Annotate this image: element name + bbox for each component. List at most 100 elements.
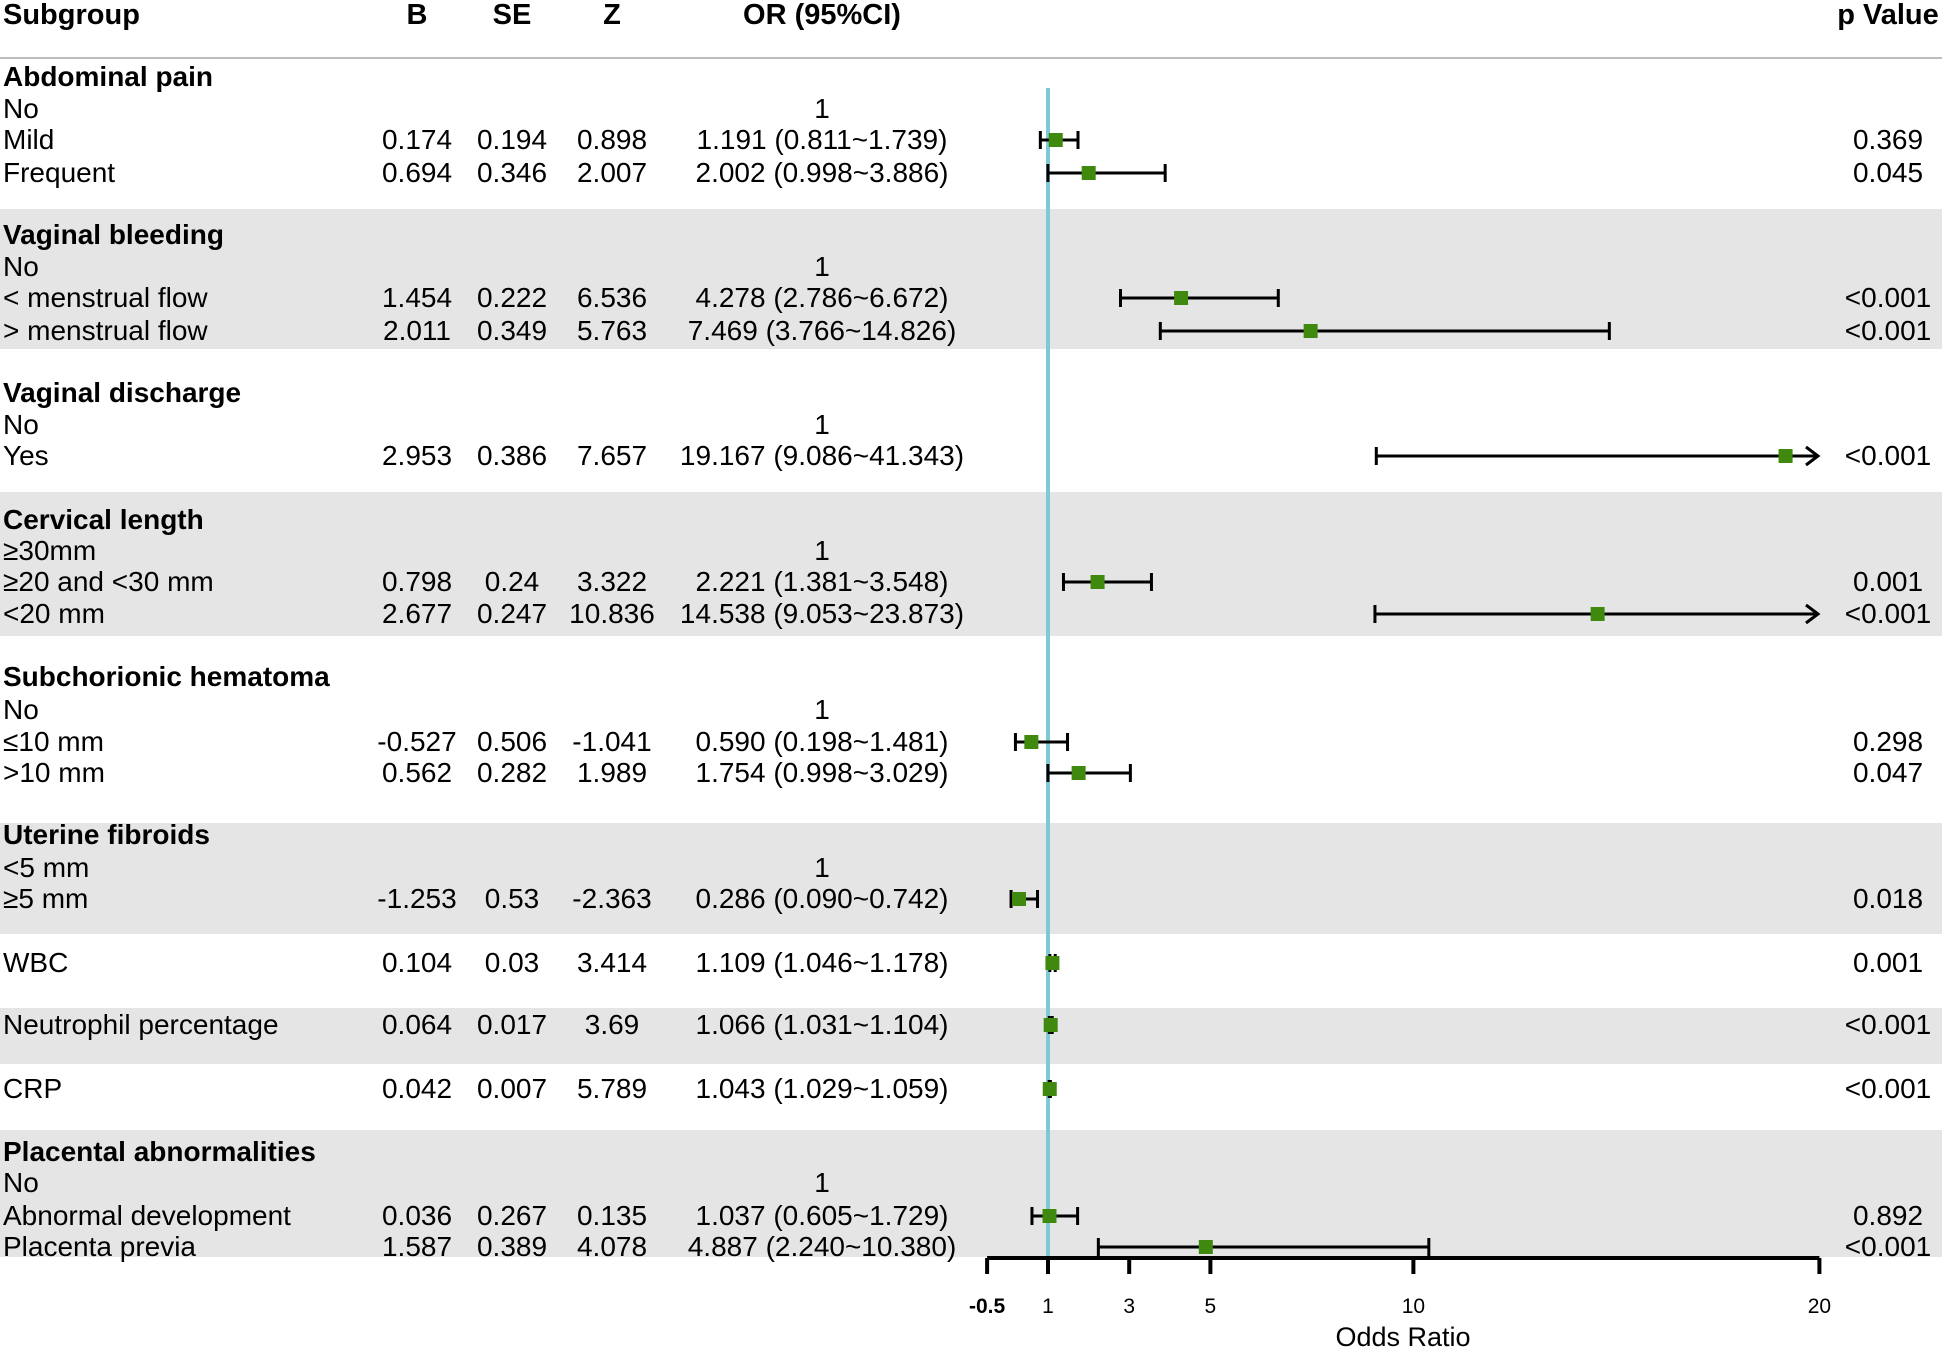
cell-or: 1.191 (0.811~1.739) bbox=[696, 124, 948, 155]
cell-p-value: <0.001 bbox=[1844, 1073, 1932, 1104]
cell-se: 0.349 bbox=[476, 315, 548, 346]
cell-or: 19.167 (9.086~41.343) bbox=[679, 440, 965, 471]
cell-or: 1 bbox=[814, 251, 830, 282]
cell-z: 5.789 bbox=[576, 1073, 648, 1104]
cell-or: 1.754 (0.998~3.029) bbox=[695, 757, 949, 788]
or-point-marker bbox=[1048, 133, 1063, 147]
cell-or: 1 bbox=[814, 93, 830, 124]
cell-p-value: 0.001 bbox=[1852, 566, 1924, 597]
cell-or: 0.286 (0.090~0.742) bbox=[695, 883, 949, 914]
band-placental bbox=[0, 1130, 1942, 1257]
cell-z: -1.041 bbox=[572, 726, 652, 757]
cell-b: 0.562 bbox=[381, 757, 453, 788]
header-p-value: p Value bbox=[1837, 0, 1939, 31]
cell-p-value: 0.298 bbox=[1852, 726, 1924, 757]
band-uterine-fibroids bbox=[0, 823, 1942, 934]
cell-b: 0.042 bbox=[381, 1073, 453, 1104]
row-label: <20 mm bbox=[3, 598, 105, 629]
cell-p-value: 0.001 bbox=[1852, 947, 1924, 978]
cell-se: 0.53 bbox=[484, 883, 540, 914]
cell-se: 0.247 bbox=[476, 598, 548, 629]
group-label: Cervical length bbox=[3, 504, 204, 535]
header-z: Z bbox=[603, 0, 621, 31]
cell-b: -1.253 bbox=[377, 883, 457, 914]
cell-b: 2.953 bbox=[381, 440, 453, 471]
row-label: No bbox=[3, 93, 39, 124]
row-label: No bbox=[3, 409, 39, 440]
header-or: OR (95%CI) bbox=[743, 0, 901, 31]
row-label: < menstrual flow bbox=[3, 282, 208, 313]
cell-or: 1.037 (0.605~1.729) bbox=[695, 1200, 949, 1231]
cell-b: 0.036 bbox=[381, 1200, 453, 1231]
cell-se: 0.017 bbox=[476, 1009, 548, 1040]
cell-b: 0.064 bbox=[381, 1009, 453, 1040]
header-se: SE bbox=[492, 0, 532, 31]
cell-or: 1 bbox=[814, 694, 830, 725]
cell-se: 0.386 bbox=[476, 440, 548, 471]
cell-or: 2.002 (0.998~3.886) bbox=[695, 157, 949, 188]
cell-z: 3.322 bbox=[576, 566, 648, 597]
cell-p-value: 0.047 bbox=[1852, 757, 1924, 788]
or-point-marker bbox=[1081, 166, 1096, 180]
cell-se: 0.03 bbox=[484, 947, 540, 978]
row-label: > menstrual flow bbox=[3, 315, 208, 346]
cell-b: 0.104 bbox=[381, 947, 453, 978]
group-label: Vaginal discharge bbox=[3, 377, 242, 408]
cell-p-value: 0.045 bbox=[1852, 157, 1924, 188]
cell-p-value: <0.001 bbox=[1844, 282, 1932, 313]
cell-b: -0.527 bbox=[377, 726, 457, 757]
cell-b: 1.587 bbox=[381, 1231, 453, 1262]
x-tick-label: -0.5 bbox=[969, 1295, 1006, 1318]
or-point-marker bbox=[1071, 766, 1086, 780]
row-label: WBC bbox=[3, 947, 69, 978]
or-point-marker bbox=[1024, 735, 1039, 749]
cell-p-value: <0.001 bbox=[1844, 315, 1932, 346]
header-subgroup: Subgroup bbox=[3, 0, 140, 31]
cell-se: 0.346 bbox=[476, 157, 548, 188]
cell-se: 0.506 bbox=[476, 726, 548, 757]
cell-or: 0.590 (0.198~1.481) bbox=[695, 726, 949, 757]
cell-or: 1 bbox=[814, 409, 830, 440]
or-point-marker bbox=[1198, 1240, 1213, 1254]
row-label: ≤10 mm bbox=[3, 726, 104, 757]
row-label: Mild bbox=[3, 124, 55, 155]
cell-p-value: <0.001 bbox=[1844, 1009, 1932, 1040]
cell-or: 4.887 (2.240~10.380) bbox=[687, 1231, 957, 1262]
x-tick-label: 5 bbox=[1205, 1295, 1217, 1318]
cell-p-value: <0.001 bbox=[1844, 598, 1932, 629]
cell-p-value: 0.369 bbox=[1852, 124, 1924, 155]
cell-b: 2.677 bbox=[381, 598, 453, 629]
row-label: Placenta previa bbox=[3, 1231, 197, 1262]
cell-se: 0.007 bbox=[476, 1073, 548, 1104]
x-axis-title: Odds Ratio bbox=[1335, 1322, 1470, 1350]
group-label: Abdominal pain bbox=[3, 61, 213, 92]
row-label: No bbox=[3, 694, 39, 725]
cell-z: 5.763 bbox=[576, 315, 648, 346]
or-point-marker bbox=[1778, 449, 1793, 463]
row-label: ≥20 and <30 mm bbox=[3, 566, 214, 597]
row-label: ≥30mm bbox=[3, 535, 97, 566]
row-label: Neutrophil percentage bbox=[3, 1009, 279, 1040]
cell-z: 2.007 bbox=[576, 157, 648, 188]
band-vaginal-bleeding bbox=[0, 209, 1942, 349]
cell-se: 0.267 bbox=[476, 1200, 548, 1231]
row-label: Abnormal development bbox=[3, 1200, 291, 1231]
cell-or: 1.109 (1.046~1.178) bbox=[695, 947, 949, 978]
cell-se: 0.222 bbox=[476, 282, 548, 313]
cell-se: 0.389 bbox=[476, 1231, 548, 1262]
or-point-marker bbox=[1042, 1209, 1057, 1223]
row-label: CRP bbox=[3, 1073, 63, 1104]
cell-z: 0.898 bbox=[576, 124, 648, 155]
or-point-marker bbox=[1590, 607, 1605, 621]
cell-b: 0.798 bbox=[381, 566, 453, 597]
or-point-marker bbox=[1012, 892, 1027, 906]
cell-z: 0.135 bbox=[576, 1200, 648, 1231]
row-label: ≥5 mm bbox=[3, 883, 89, 914]
x-tick-label: 20 bbox=[1808, 1295, 1831, 1318]
cell-or: 2.221 (1.381~3.548) bbox=[695, 566, 949, 597]
cell-se: 0.282 bbox=[476, 757, 548, 788]
row-label: <5 mm bbox=[3, 852, 90, 883]
x-tick-label: 1 bbox=[1042, 1295, 1054, 1318]
band-cervical-length bbox=[0, 492, 1942, 636]
